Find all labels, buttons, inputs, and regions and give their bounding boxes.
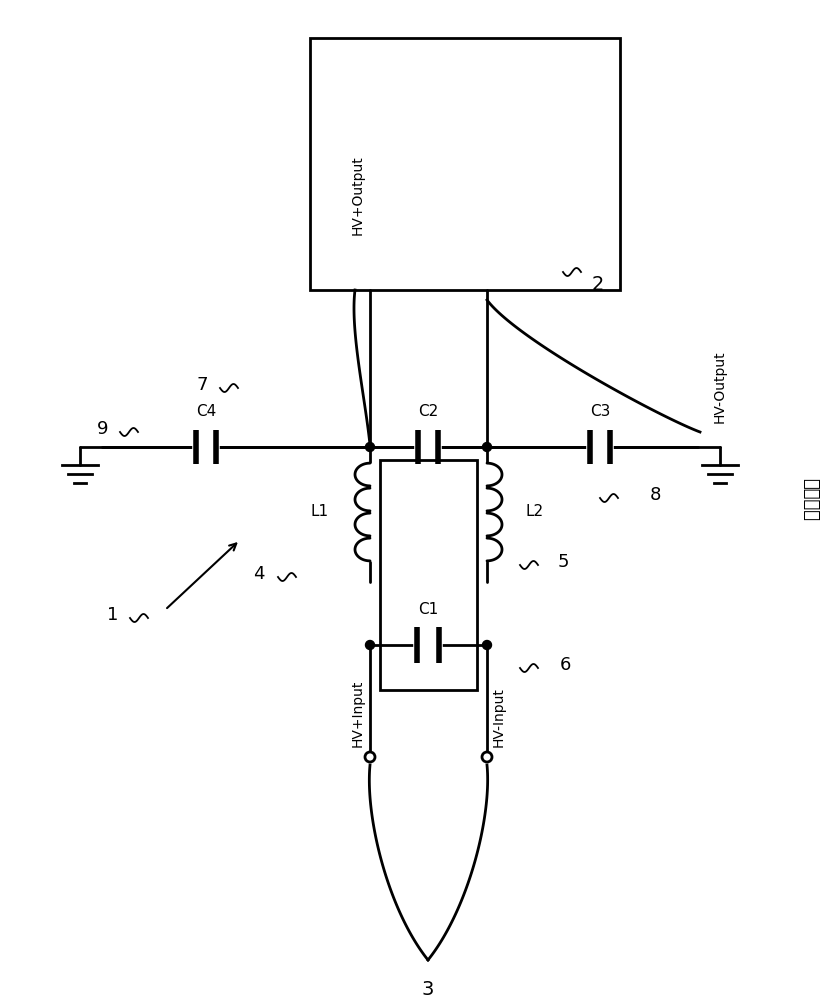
Text: L2: L2 <box>526 504 544 520</box>
Circle shape <box>365 752 375 762</box>
Text: 3: 3 <box>422 980 435 999</box>
Text: 4: 4 <box>253 565 265 583</box>
Text: 5: 5 <box>558 553 570 571</box>
Text: HV+Input: HV+Input <box>351 680 365 747</box>
Text: 1: 1 <box>107 606 118 624</box>
Text: L1: L1 <box>311 504 329 520</box>
Bar <box>380 460 477 690</box>
Circle shape <box>482 442 492 452</box>
Text: 7: 7 <box>196 376 208 394</box>
Text: 9: 9 <box>96 420 108 438</box>
Text: HV-Output: HV-Output <box>713 351 727 423</box>
Text: C3: C3 <box>590 404 610 419</box>
Text: 8: 8 <box>650 486 661 504</box>
Circle shape <box>366 641 374 650</box>
Text: 2: 2 <box>592 275 604 294</box>
Text: 现有技术: 现有技术 <box>801 479 819 522</box>
Text: C1: C1 <box>418 602 438 617</box>
Text: C2: C2 <box>418 404 438 419</box>
Text: HV+Output: HV+Output <box>351 155 365 235</box>
Bar <box>310 38 620 290</box>
Circle shape <box>482 641 492 650</box>
Circle shape <box>482 752 492 762</box>
Text: C4: C4 <box>195 404 216 419</box>
Text: 6: 6 <box>560 656 571 674</box>
Circle shape <box>366 442 374 452</box>
Text: HV-Input: HV-Input <box>492 687 506 747</box>
